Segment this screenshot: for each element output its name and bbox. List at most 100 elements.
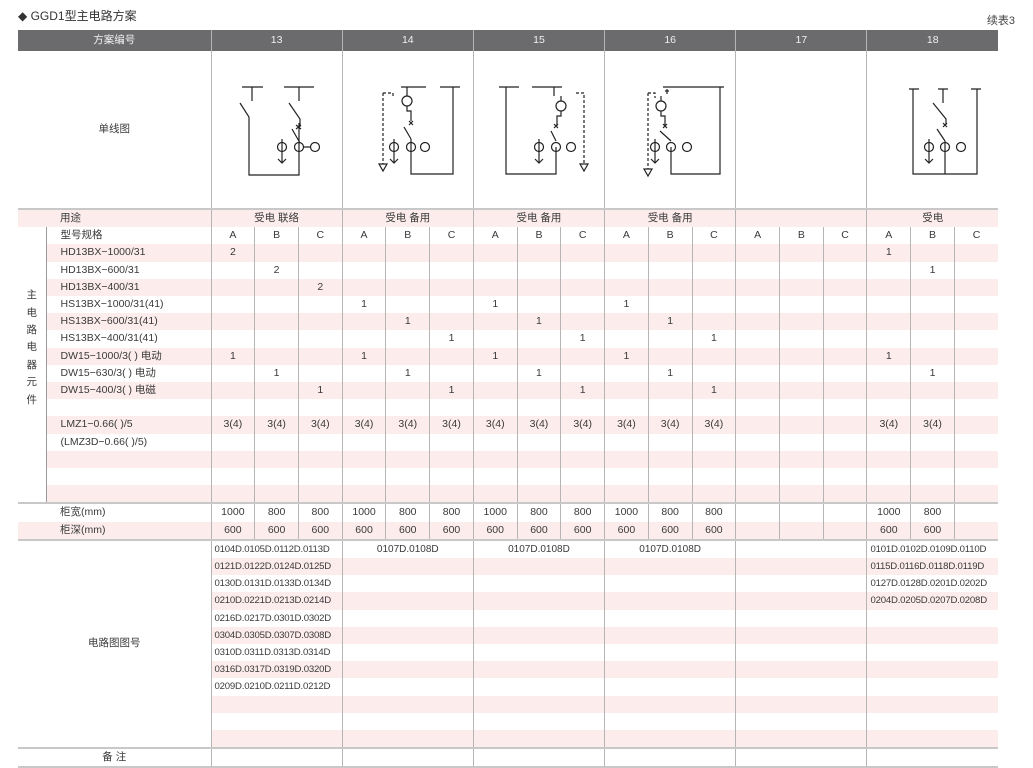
component-qty: 1 — [385, 364, 430, 383]
diagram-cell-13 — [210, 51, 343, 209]
drawing-number — [472, 575, 605, 593]
component-qty — [341, 244, 386, 262]
component-qty — [691, 244, 736, 262]
component-qty: 3(4) — [472, 416, 518, 434]
component-qty — [297, 296, 343, 314]
component-qty — [647, 382, 692, 400]
component-qty — [516, 399, 561, 417]
group-label-char: 电 — [26, 306, 38, 319]
drawing-number: 0130D.0131D.0133D.0134D — [210, 575, 343, 593]
component-qty — [822, 364, 867, 383]
component-qty — [910, 399, 955, 417]
component-qty — [778, 364, 824, 383]
component-qty — [560, 347, 605, 365]
component-qty — [210, 261, 255, 279]
component-qty — [604, 433, 649, 451]
drawing-number — [341, 592, 474, 610]
drawing-number — [472, 644, 605, 662]
component-qty — [691, 313, 736, 331]
component-qty — [472, 382, 518, 400]
cabinet-width-value — [735, 502, 780, 522]
table-row: 0310D.0311D.0313D.0314D — [18, 644, 999, 662]
component-qty — [647, 347, 692, 365]
component-qty — [822, 296, 867, 314]
component-qty — [953, 296, 999, 314]
component-qty — [254, 244, 299, 262]
drawing-number — [735, 592, 867, 610]
continued-label: 续表3 — [986, 15, 1015, 27]
component-qty — [429, 433, 474, 451]
subcolumn-label: C — [822, 227, 867, 245]
component-qty: 1 — [472, 347, 518, 365]
component-qty — [953, 399, 999, 417]
component-qty — [341, 278, 386, 297]
component-qty — [604, 399, 649, 417]
table-row: HS13BX−400/31(41) 1 1 1 — [18, 330, 999, 348]
table-cell — [18, 207, 46, 228]
group-label-char: 件 — [26, 393, 38, 406]
component-qty — [560, 261, 605, 279]
component-qty — [647, 261, 692, 279]
component-qty — [560, 433, 605, 451]
subcolumn-label: B — [385, 227, 430, 245]
component-qty — [297, 244, 343, 262]
subcolumn-label: A — [472, 227, 518, 245]
component-qty — [210, 278, 255, 297]
component-qty — [210, 468, 255, 486]
cabinet-width-label: 柜宽(mm) — [46, 502, 211, 522]
cabinet-depth-value: 600 — [429, 521, 474, 541]
component-qty: 1 — [604, 347, 649, 365]
component-qty — [953, 364, 999, 383]
group-label-char: 路 — [26, 324, 38, 337]
component-qty — [210, 313, 255, 331]
component-qty — [953, 382, 999, 400]
component-name — [46, 485, 211, 504]
drawing-number: 0107D.0108D — [604, 539, 736, 558]
component-qty — [429, 313, 474, 331]
drawing-number — [341, 695, 474, 713]
component-qty — [866, 261, 911, 279]
remarks-cell — [735, 747, 867, 768]
remarks-cell — [866, 747, 999, 768]
cabinet-width-value: 800 — [647, 502, 692, 522]
component-qty — [822, 382, 867, 400]
component-qty — [472, 433, 518, 451]
subcolumn-label: B — [254, 227, 299, 245]
component-qty — [472, 330, 518, 348]
drawing-number: 0204D.0205D.0207D.0208D — [866, 592, 999, 610]
component-qty — [341, 364, 386, 383]
main-circuit-scheme-table: 方案编号 13 14 15 16 17 18 单线图 用途 受电 联络 受电 备用 受电 备用 受电 … — [18, 30, 999, 768]
component-qty — [472, 261, 518, 279]
drawing-number — [472, 661, 605, 679]
component-qty — [385, 450, 430, 469]
group-label-char: 元 — [26, 376, 38, 389]
cabinet-width-value: 1000 — [866, 502, 911, 522]
subcolumn-label: B — [647, 227, 692, 245]
table-row: 单线图 — [18, 51, 999, 209]
component-qty — [866, 278, 911, 297]
cabinet-width-value: 1000 — [210, 502, 255, 522]
table-cell — [18, 502, 46, 522]
component-qty — [778, 433, 824, 451]
table-row: HS13BX−1000/31(41) 1 1 1 — [18, 296, 999, 314]
component-qty — [953, 261, 999, 279]
component-qty: 1 — [385, 313, 430, 331]
component-qty — [735, 330, 780, 348]
component-qty — [385, 296, 430, 314]
subcolumn-label: B — [778, 227, 824, 245]
component-qty — [910, 330, 955, 348]
component-qty — [735, 364, 780, 383]
drawing-number — [604, 558, 736, 576]
component-qty — [822, 313, 867, 331]
cabinet-width-value: 800 — [691, 502, 736, 522]
component-qty — [822, 416, 867, 434]
component-qty — [341, 485, 386, 504]
component-qty — [735, 278, 780, 297]
component-qty — [472, 364, 518, 383]
usage-value: 受电 联络 — [210, 207, 343, 228]
component-qty — [866, 399, 911, 417]
drawing-number: 0310D.0311D.0313D.0314D — [210, 644, 343, 662]
table-row: 柜深(mm) 600 600 600 600 600 600 600 600 600 600 600 6… — [18, 521, 999, 541]
component-qty — [778, 296, 824, 314]
component-qty — [560, 399, 605, 417]
